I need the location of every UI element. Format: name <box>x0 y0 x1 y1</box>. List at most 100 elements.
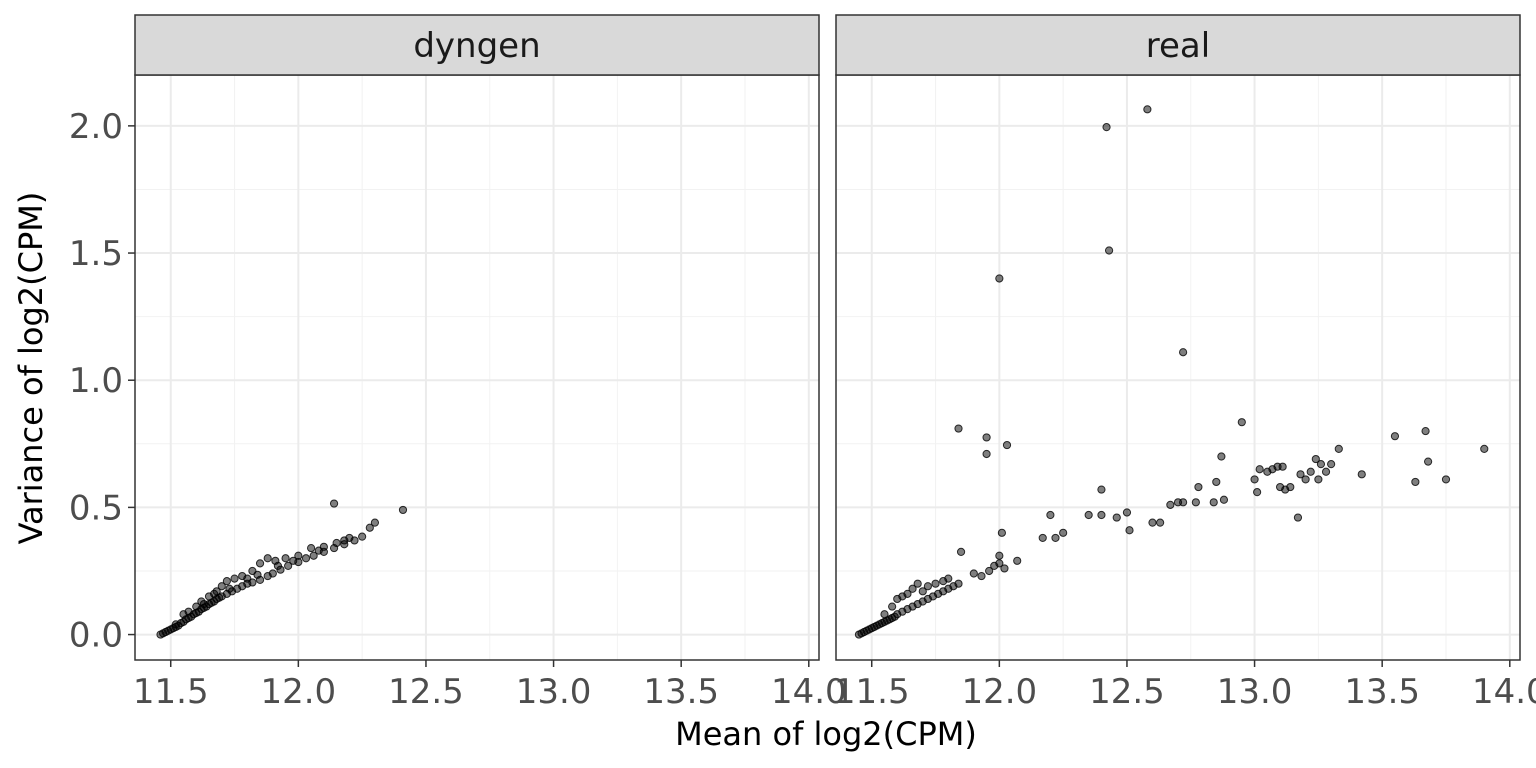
data-point <box>1411 477 1420 487</box>
data-point <box>1013 556 1022 565</box>
data-point <box>398 505 408 515</box>
data-point <box>1179 348 1188 357</box>
data-point <box>931 579 940 588</box>
data-point <box>1441 475 1451 484</box>
data-point <box>1179 498 1188 507</box>
data-point <box>888 602 897 611</box>
data-point <box>1209 498 1218 507</box>
data-point <box>908 584 917 593</box>
data-point <box>184 607 193 616</box>
facet-panel-real: real 11.5 12.0 12.5 13.0 13.5 14.0 <box>834 14 1536 712</box>
data-point <box>255 559 265 568</box>
data-point <box>309 551 318 560</box>
data-point <box>301 554 311 563</box>
x-tick-label: 13.0 <box>1217 672 1293 712</box>
data-point <box>956 547 966 557</box>
data-point <box>1097 485 1106 494</box>
data-point <box>1314 475 1323 484</box>
data-point <box>1112 513 1121 522</box>
data-point <box>1219 495 1229 504</box>
data-point <box>222 577 231 586</box>
data-point <box>995 551 1004 560</box>
x-tick-label: 14.0 <box>1472 672 1536 712</box>
facet-strip <box>835 14 1521 76</box>
data-point <box>370 518 380 527</box>
data-point <box>1000 564 1009 573</box>
data-point <box>217 582 226 591</box>
data-point <box>1059 528 1068 537</box>
data-point <box>230 574 239 583</box>
data-point <box>263 554 272 563</box>
data-point <box>997 528 1006 537</box>
data-point <box>289 556 298 565</box>
data-point <box>284 561 293 570</box>
x-tick-label: 14.0 <box>771 672 847 712</box>
data-point <box>1166 500 1175 509</box>
data-point <box>903 589 912 598</box>
facet-strip <box>134 14 820 76</box>
y-tick-label: 0.5 <box>69 488 123 528</box>
data-point <box>1253 488 1262 497</box>
x-tick-label: 13.0 <box>516 672 592 712</box>
data-point <box>1311 454 1320 464</box>
data-point <box>1421 426 1430 436</box>
data-point <box>1286 482 1295 492</box>
x-tick-label: 11.5 <box>133 672 209 712</box>
data-point <box>923 582 932 591</box>
data-point <box>969 569 978 578</box>
x-tick-label: 13.5 <box>643 672 719 712</box>
data-point <box>1250 475 1259 484</box>
data-point <box>1191 498 1200 507</box>
data-point <box>954 424 963 433</box>
data-point <box>1125 526 1134 535</box>
data-point <box>944 574 953 583</box>
data-point <box>199 599 209 609</box>
data-point <box>1296 470 1305 479</box>
data-point <box>1357 470 1366 479</box>
data-point <box>171 620 180 629</box>
x-tick-label: 12.5 <box>1089 672 1165 712</box>
data-point <box>243 574 252 583</box>
data-point <box>1321 467 1331 476</box>
data-point <box>1038 533 1047 543</box>
data-point <box>1293 513 1303 522</box>
facet-panel-dyngen: dyngen 11.5 12.0 12.5 13.0 13.5 14.0 <box>133 14 847 712</box>
data-point <box>1097 510 1106 520</box>
x-tick-label: 12.5 <box>388 672 464 712</box>
data-point <box>307 543 316 553</box>
data-point <box>1306 467 1315 476</box>
data-point <box>913 579 922 588</box>
x-tick-label: 13.5 <box>1344 672 1420 712</box>
data-point <box>329 499 339 508</box>
data-point <box>268 569 277 578</box>
data-point <box>880 610 889 619</box>
data-point <box>954 579 963 588</box>
data-point <box>253 570 262 579</box>
data-point <box>985 566 994 576</box>
data-point <box>273 561 283 570</box>
data-point <box>977 571 986 581</box>
data-point <box>1255 465 1264 474</box>
data-point <box>1104 246 1114 255</box>
data-point <box>1084 510 1093 520</box>
data-point <box>1301 475 1310 484</box>
data-point <box>358 532 367 541</box>
data-point <box>1237 418 1246 427</box>
data-point <box>294 551 303 560</box>
facet-strip-label: dyngen <box>413 26 540 66</box>
data-point <box>1212 477 1221 487</box>
data-point <box>1046 510 1055 520</box>
data-point <box>281 554 290 563</box>
data-point <box>982 433 991 442</box>
data-point <box>1156 518 1165 527</box>
data-point <box>995 274 1004 283</box>
data-point <box>1051 533 1060 543</box>
panel-background <box>836 75 1520 660</box>
data-point <box>1424 457 1433 466</box>
data-point <box>1194 482 1203 492</box>
data-point <box>1480 444 1489 453</box>
data-point <box>1217 452 1226 461</box>
data-point <box>210 589 219 598</box>
data-point <box>982 449 991 459</box>
